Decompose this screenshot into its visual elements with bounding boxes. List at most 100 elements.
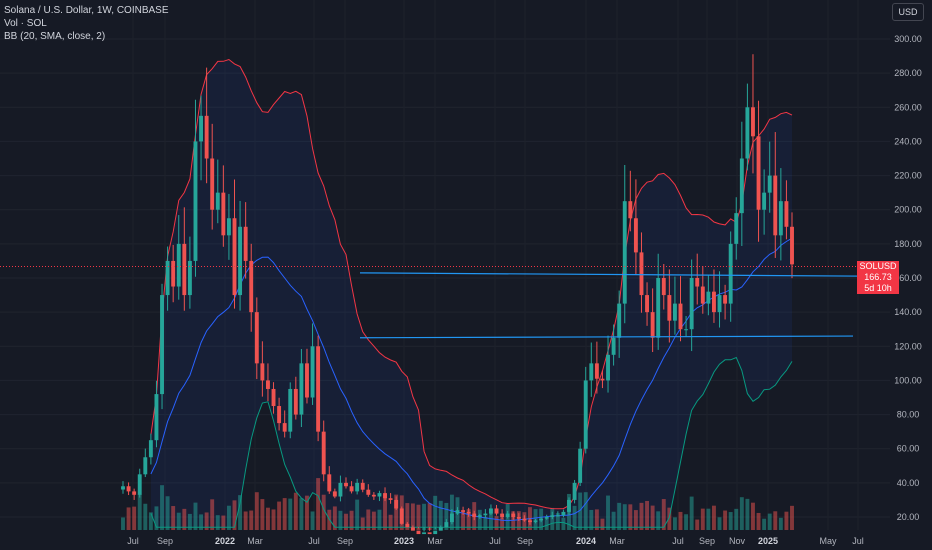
volume-bar — [762, 518, 767, 530]
volume-bar — [232, 500, 237, 530]
candle-body — [734, 213, 739, 244]
candle-body — [143, 457, 148, 475]
volume-bar — [410, 503, 415, 530]
volume-bar — [589, 509, 594, 530]
volume-bar — [572, 505, 577, 530]
volume-bar — [148, 512, 153, 530]
candle-body — [711, 291, 716, 313]
volume-bar — [661, 499, 666, 530]
price-tick-label: 220.00 — [894, 171, 922, 181]
price-tick-label: 60.00 — [897, 444, 920, 454]
volume-bar — [728, 512, 733, 530]
price-tick-label: 80.00 — [897, 410, 920, 420]
candle-body — [260, 363, 265, 381]
candle-body — [672, 303, 677, 321]
candle-body — [377, 493, 382, 497]
currency-button[interactable]: USD — [892, 3, 924, 21]
volume-bar — [349, 510, 354, 530]
time-tick-label: Jul — [308, 536, 320, 546]
candle-body — [360, 482, 365, 490]
volume-bar — [204, 512, 209, 530]
volume-bar — [260, 499, 265, 530]
candle-body — [271, 388, 276, 407]
candle-body — [232, 218, 237, 296]
candle-body — [466, 511, 471, 514]
candle-body — [628, 201, 633, 219]
candle-body — [700, 286, 705, 304]
volume-bar — [182, 508, 187, 530]
candle-body — [488, 508, 493, 514]
volume-bar — [656, 511, 661, 530]
candle-body — [684, 329, 689, 331]
legend-volume[interactable]: Vol · SOL — [4, 18, 47, 29]
volume-bar — [321, 494, 326, 530]
candle-body — [751, 107, 755, 137]
volume-bar — [176, 512, 181, 530]
candle-body — [121, 486, 125, 490]
volume-bar — [171, 506, 176, 530]
volume-bar — [711, 505, 716, 530]
candle-body — [528, 520, 532, 523]
candle-body — [299, 363, 304, 415]
volume-bar — [254, 492, 259, 530]
candle-body — [617, 303, 622, 338]
volume-bar — [238, 495, 243, 530]
volume-bar — [717, 517, 722, 530]
time-tick-label: Mar — [609, 536, 625, 546]
legend-bb[interactable]: BB (20, SMA, close, 2) — [4, 31, 106, 42]
candle-body — [399, 508, 404, 524]
volume-bar — [293, 492, 298, 530]
candle-body — [187, 260, 192, 296]
candle-body — [293, 388, 298, 415]
time-tick-label: Sep — [699, 536, 715, 546]
volume-bar — [427, 503, 432, 530]
candle-body — [533, 520, 538, 523]
volume-bar — [422, 503, 427, 530]
volume-bar — [394, 494, 399, 530]
horizontal-lines[interactable] — [0, 266, 891, 339]
support-line-lower — [359, 335, 854, 339]
candle-body — [316, 346, 321, 432]
volume-bar — [672, 517, 677, 530]
time-tick-label: Jul — [852, 536, 864, 546]
candle-body — [728, 243, 733, 304]
volume-bar — [500, 517, 505, 530]
candle-body — [572, 482, 577, 500]
candle-body — [661, 278, 666, 296]
volume-bar — [388, 514, 393, 530]
candle-body — [243, 226, 248, 261]
volume-bar — [433, 495, 438, 530]
candle-body — [193, 141, 198, 261]
last-price-label: SOLUSD 166.73 5d 10h — [857, 260, 899, 294]
volume-bar — [790, 505, 794, 530]
volume-bar — [132, 506, 137, 530]
volume-bar — [277, 501, 282, 530]
candle-body — [427, 532, 432, 535]
volume-bar — [193, 502, 198, 530]
volume-bar — [438, 500, 443, 530]
volume-bar — [650, 505, 655, 530]
candle-body — [639, 252, 644, 296]
candle-body — [589, 363, 594, 381]
price-axis[interactable]: 20.00 40.00 60.00 80.00 100.00 120.00 140.00 16… — [894, 34, 922, 522]
volume-bar — [271, 509, 276, 530]
time-tick-label: 2022 — [215, 536, 235, 546]
candle-body — [355, 482, 360, 492]
volume-bar — [617, 502, 622, 530]
legend-title[interactable]: Solana / U.S. Dollar, 1W, COINBASE — [4, 5, 169, 16]
volume-bar — [667, 507, 672, 530]
candle-body — [656, 278, 661, 338]
time-axis[interactable]: Jul Sep 2022 Mar Jul Sep 2023 Mar Jul Sep 2024 Mar J… — [127, 536, 864, 546]
candle-body — [494, 508, 499, 514]
candle-body — [516, 517, 521, 519]
candle-body — [132, 491, 137, 495]
volume-bar — [695, 519, 700, 530]
candle-body — [126, 486, 131, 492]
volume-bar — [366, 509, 371, 530]
candle-body — [148, 440, 153, 458]
price-tick-label: 160.00 — [894, 273, 922, 283]
volume-bar — [751, 502, 755, 530]
volume-bar — [611, 511, 616, 530]
volume-bar — [355, 499, 360, 530]
